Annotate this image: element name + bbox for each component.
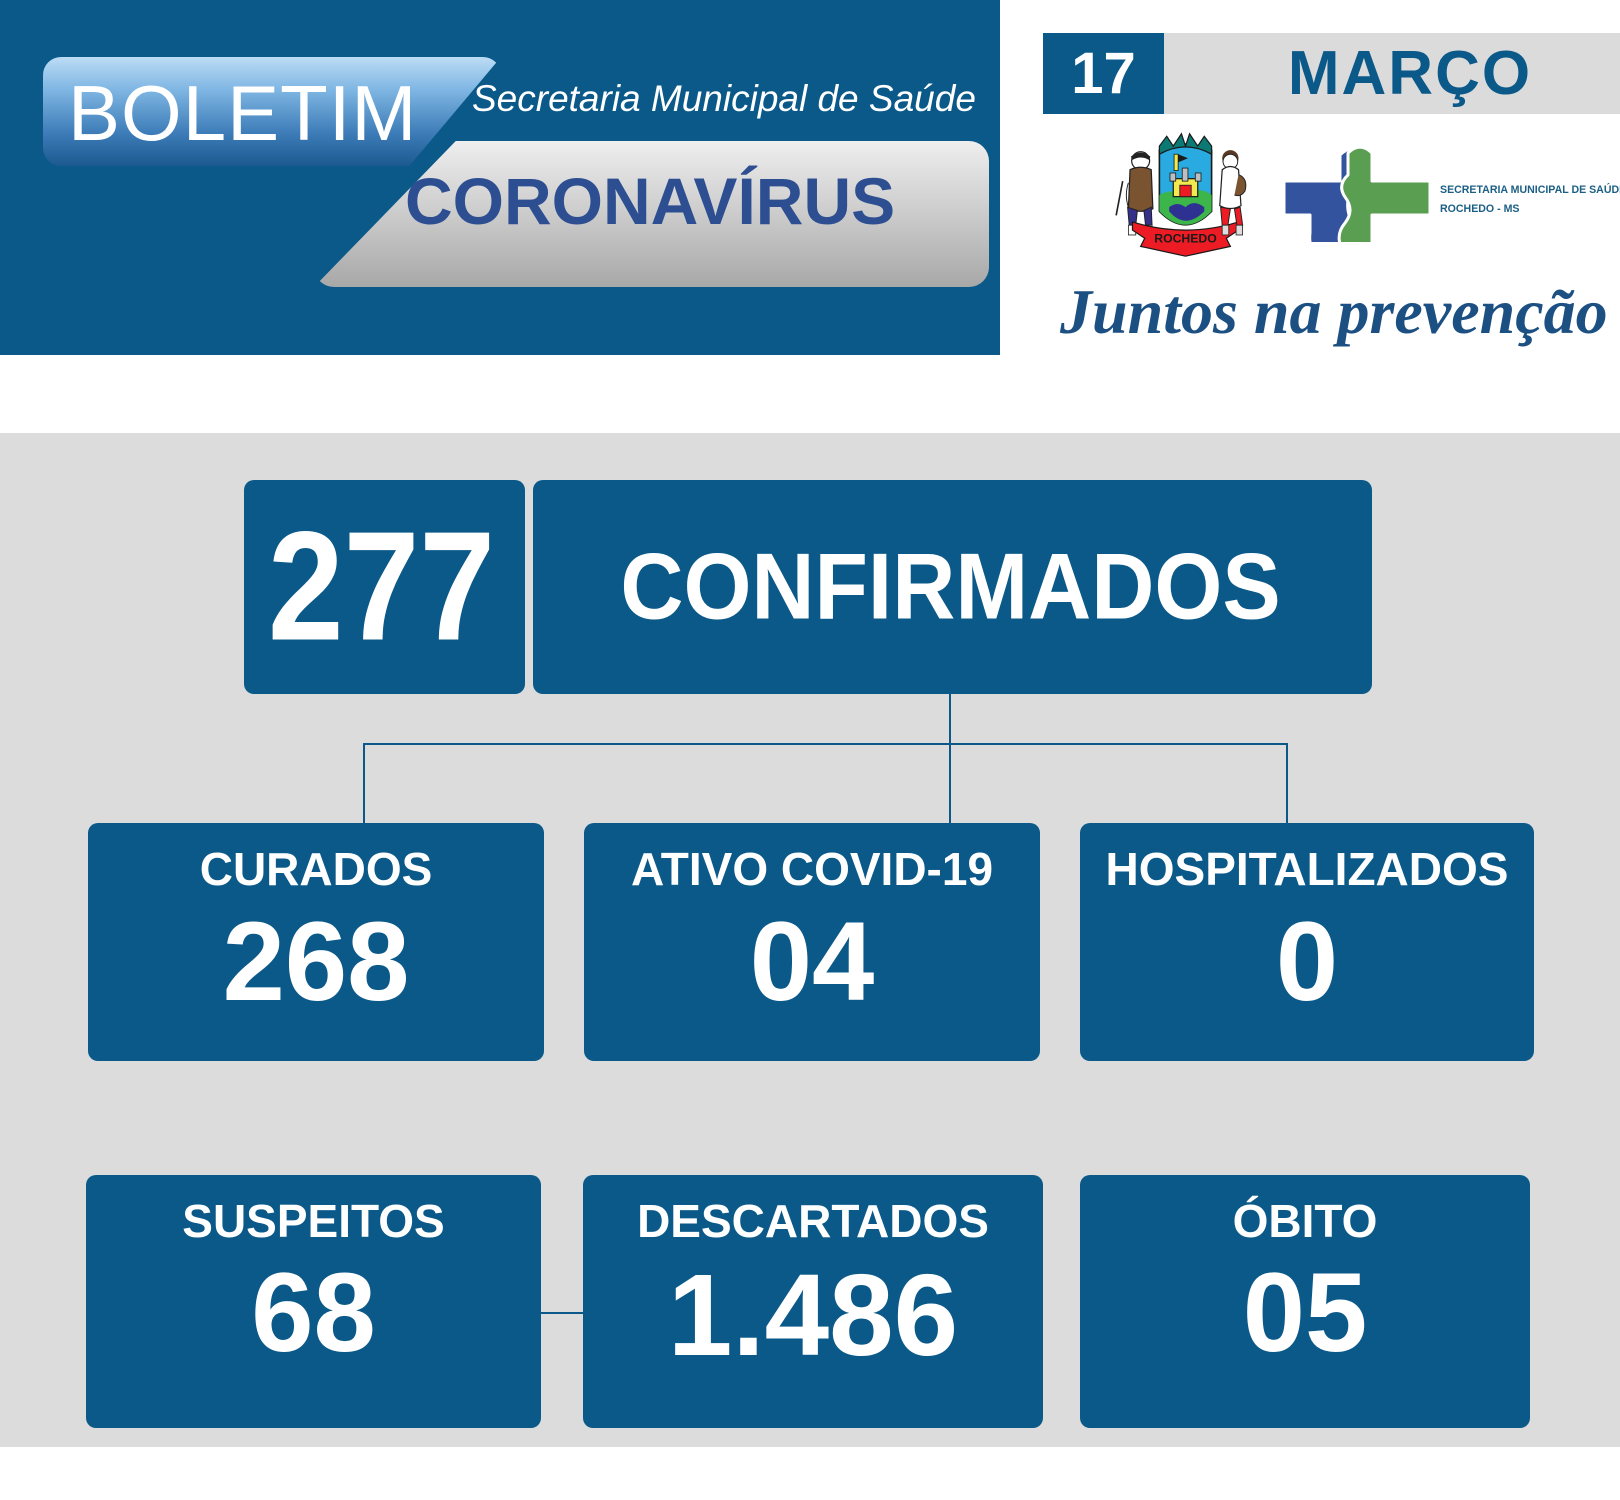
svg-text:ROCHEDO - MS: ROCHEDO - MS xyxy=(1440,203,1519,215)
svg-text:SECRETARIA MUNICIPAL DE SAÚDE: SECRETARIA MUNICIPAL DE SAÚDE xyxy=(1440,183,1620,196)
svg-text:ROCHEDO: ROCHEDO xyxy=(1154,231,1216,245)
